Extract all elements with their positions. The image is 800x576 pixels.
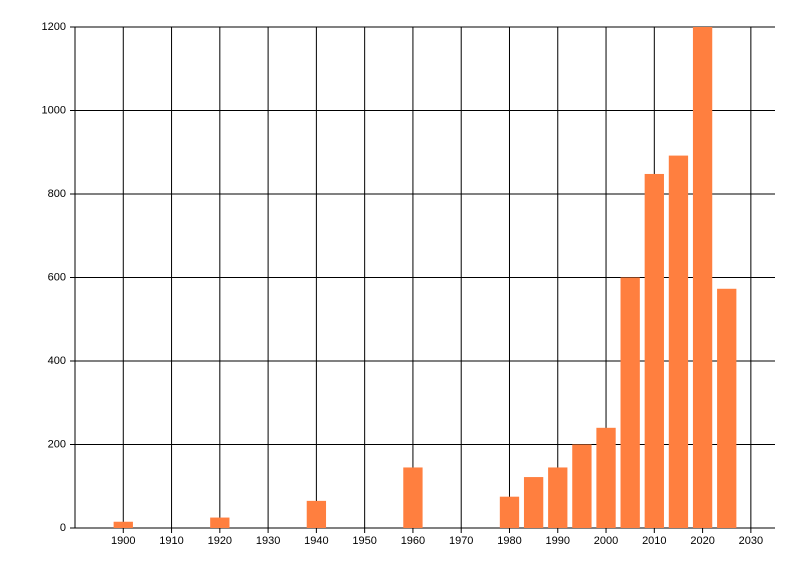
x-tick-label: 1970: [449, 535, 473, 547]
bar: [644, 173, 664, 528]
y-tick-label: 1000: [42, 104, 66, 116]
x-tick-label: 2000: [594, 535, 618, 547]
bar: [620, 277, 640, 528]
x-tick-label: 2020: [690, 535, 714, 547]
bar: [572, 444, 592, 528]
x-tick-label: 1980: [497, 535, 521, 547]
bar: [113, 521, 133, 528]
bar: [548, 467, 568, 528]
bar: [306, 500, 327, 528]
y-tick-label: 200: [48, 438, 66, 450]
x-tick-label: 1990: [546, 535, 570, 547]
bar: [668, 155, 689, 528]
x-tick-label: 2010: [642, 535, 666, 547]
y-tick-label: 400: [48, 355, 66, 367]
x-tick-label: 1960: [401, 535, 425, 547]
x-tick-label: 2030: [739, 535, 763, 547]
x-tick-label: 1940: [304, 535, 328, 547]
y-tick-label: 0: [60, 522, 66, 534]
bar: [403, 467, 423, 528]
bar: [596, 427, 616, 528]
y-tick-label: 800: [48, 188, 66, 200]
bar: [523, 477, 544, 528]
bar: [210, 517, 230, 528]
bar: [692, 27, 713, 528]
y-tick-label: 600: [48, 271, 66, 283]
x-tick-label: 1930: [256, 535, 280, 547]
x-tick-label: 1900: [111, 535, 135, 547]
x-tick-label: 1920: [208, 535, 232, 547]
y-tick-label: 1200: [42, 21, 66, 33]
bar: [499, 496, 520, 528]
x-tick-label: 1910: [159, 535, 183, 547]
x-tick-label: 1950: [352, 535, 376, 547]
bar: [717, 288, 737, 528]
